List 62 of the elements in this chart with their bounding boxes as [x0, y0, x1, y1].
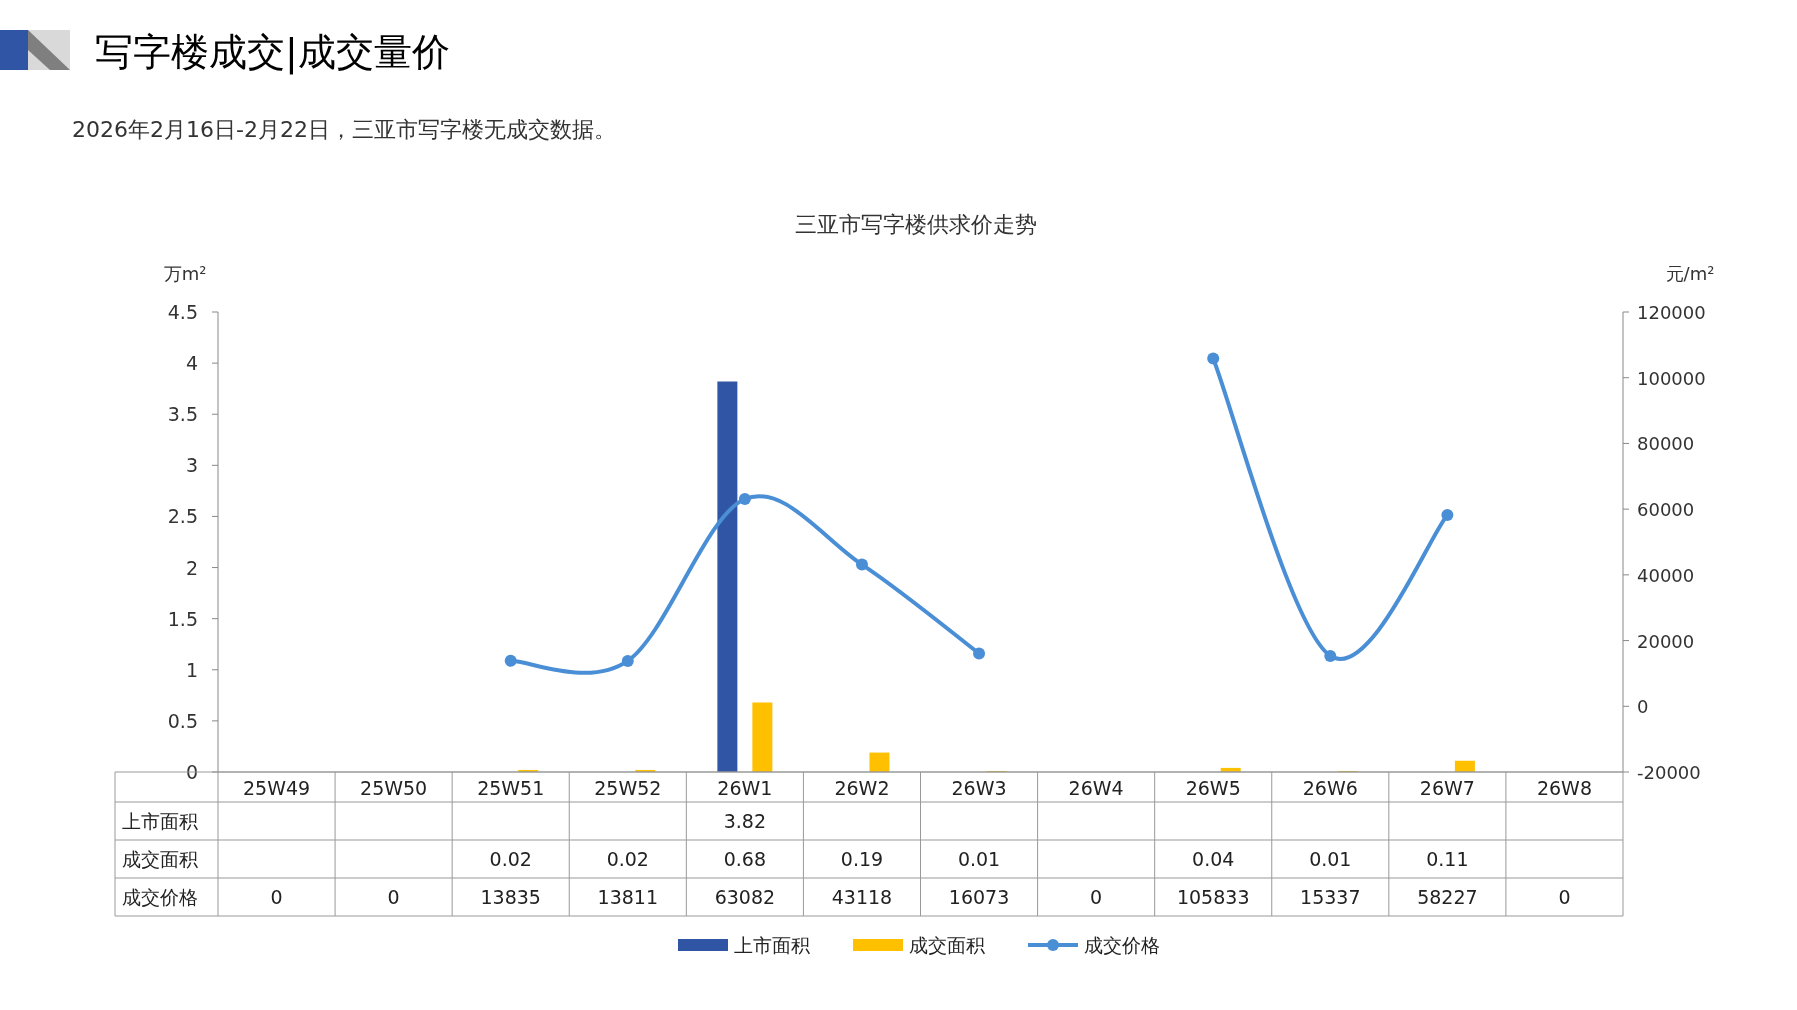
data-label: 3.82 — [723, 810, 767, 832]
x-tick-label: 25W49 — [242, 777, 311, 799]
y-tick-label: 3.5 — [167, 403, 198, 426]
y-tick-label: 0.5 — [167, 709, 198, 732]
y-tick-label: 2 — [185, 556, 198, 579]
data-label: 0.11 — [1426, 848, 1469, 870]
data-label: 15337 — [1300, 886, 1361, 908]
x-tick-label: 26W2 — [834, 777, 890, 799]
data-label: 105833 — [1176, 886, 1250, 908]
y2-tick-label: 0 — [1637, 696, 1649, 718]
text: 2026年2月16日-2月22日，三亚市写字楼无成交数据。 — [72, 117, 616, 142]
text: 0 — [1090, 886, 1103, 908]
x-tick-label: 26W3 — [951, 777, 1007, 799]
data-label: 0.19 — [840, 848, 884, 870]
data-label: 0.01 — [1309, 848, 1352, 870]
y2-tick-label: 120000 — [1637, 302, 1706, 323]
chart-title: 三亚市写字楼供求价走势 — [794, 212, 1037, 237]
data-label: 43118 — [831, 886, 893, 908]
y-tick-label: 1 — [185, 658, 198, 681]
text: 写字楼成交|成交量价 — [95, 30, 450, 75]
y-tick-label: 3 — [185, 454, 198, 477]
data-label: 0.01 — [957, 848, 1001, 870]
y-tick-label: 0 — [185, 761, 198, 783]
y-tick-label: 4 — [185, 352, 198, 375]
y2-tick-label: 60000 — [1637, 499, 1695, 521]
x-tick-label: 26W4 — [1068, 777, 1124, 799]
x-tick-label: 25W52 — [594, 777, 662, 799]
text: 成交面积 — [122, 848, 198, 870]
x-tick-label: 26W6 — [1302, 777, 1358, 799]
text: 0 — [1558, 886, 1571, 908]
y2-tick-label: 100000 — [1637, 367, 1706, 389]
data-label: 16073 — [948, 886, 1010, 908]
data-label: 58227 — [1417, 886, 1478, 908]
text: 0 — [270, 886, 283, 908]
y2-tick-label: -20000 — [1637, 762, 1701, 783]
x-tick-label: 26W7 — [1419, 777, 1475, 799]
text: 上市面积 — [122, 810, 198, 832]
y-tick-label: 2.5 — [167, 505, 198, 528]
y2-tick-label: 20000 — [1637, 630, 1695, 652]
data-label: 0.02 — [489, 848, 532, 870]
data-label: 63082 — [714, 886, 776, 908]
x-tick-label: 26W8 — [1536, 777, 1592, 799]
data-label: 13835 — [480, 886, 541, 908]
x-tick-label: 26W1 — [717, 777, 773, 799]
legend-label: 成交面积 — [909, 934, 985, 956]
x-tick-label: 26W5 — [1185, 777, 1241, 799]
text: 成交价格 — [122, 886, 198, 908]
y-tick-label: 4.5 — [167, 301, 198, 323]
data-label: 13811 — [597, 886, 659, 908]
y2-axis-title: 元/m² — [1665, 263, 1715, 284]
legend-label: 成交价格 — [1084, 934, 1160, 956]
y2-tick-label: 80000 — [1637, 433, 1695, 455]
y-tick-label: 1.5 — [167, 607, 198, 630]
data-label: 0.02 — [606, 848, 649, 870]
x-tick-label: 25W51 — [477, 777, 545, 799]
x-tick-label: 25W50 — [360, 777, 428, 799]
data-label: 0.04 — [1192, 848, 1235, 870]
y2-tick-label: 40000 — [1637, 564, 1695, 586]
text: 0 — [387, 886, 400, 908]
y-axis-title: 万m² — [163, 263, 207, 284]
legend-label: 上市面积 — [734, 934, 810, 956]
data-label: 0.68 — [723, 848, 767, 870]
